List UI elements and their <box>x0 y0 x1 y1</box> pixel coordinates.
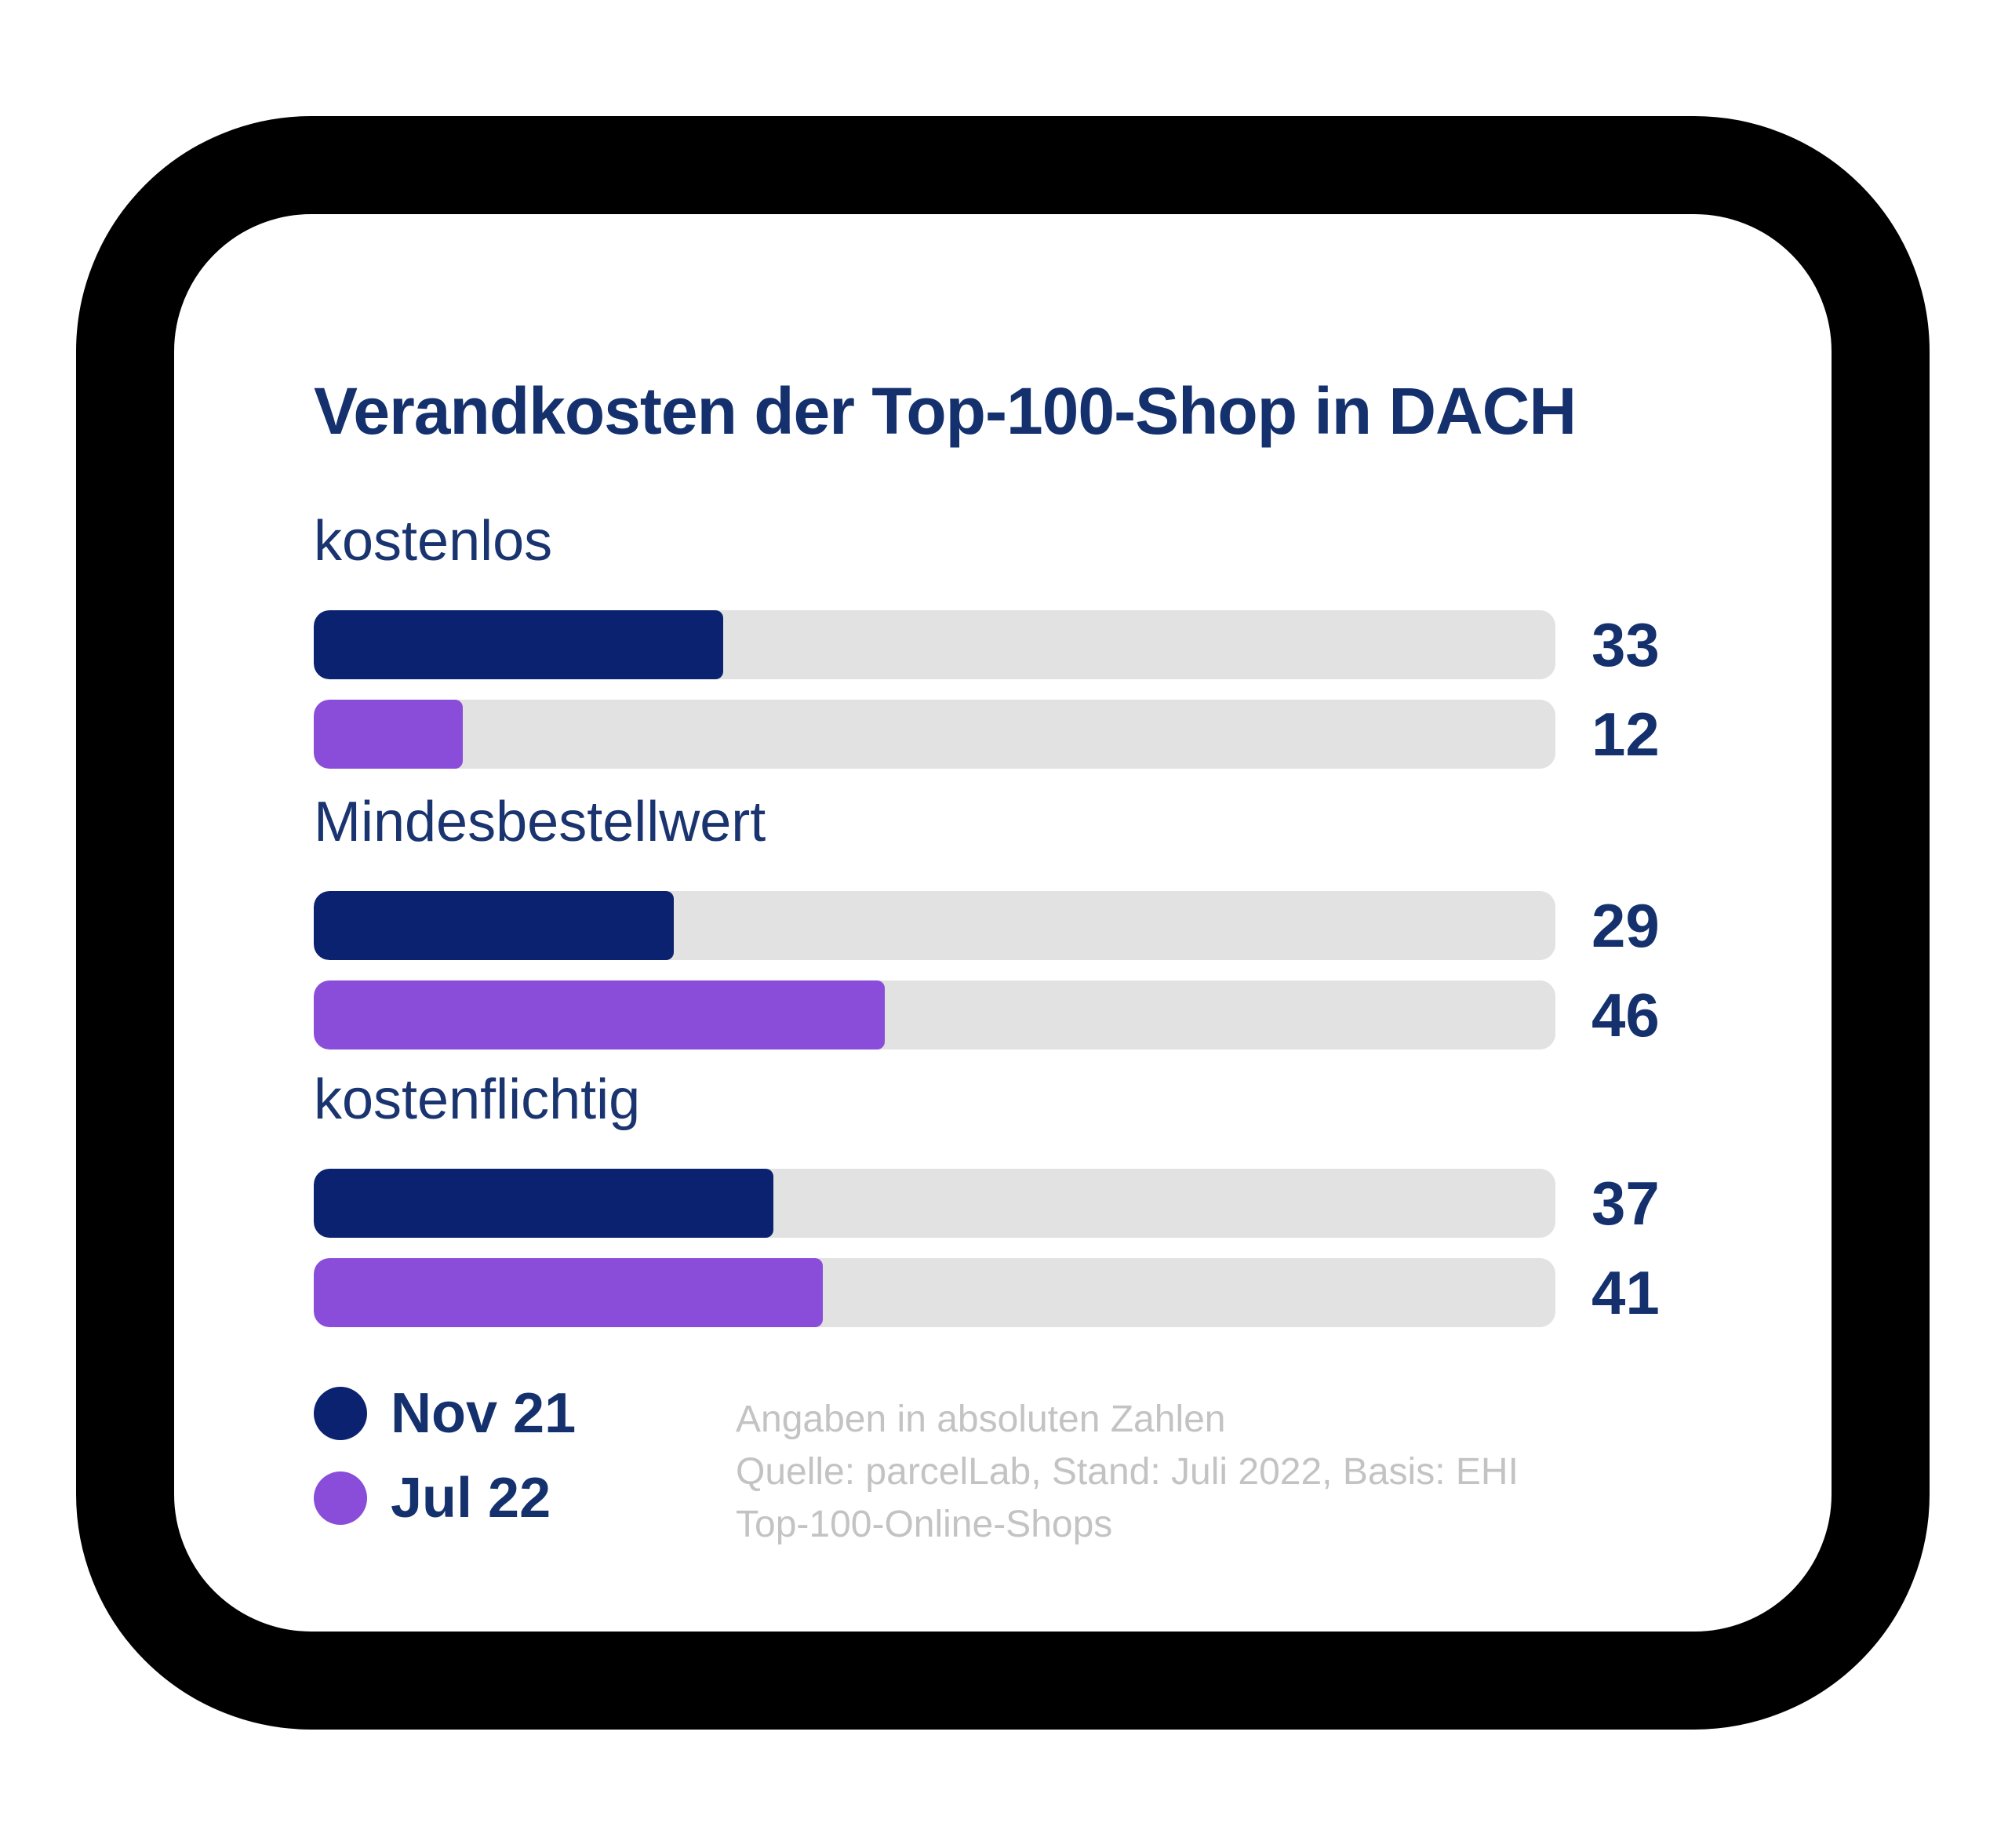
bar-fill-nov21 <box>314 610 724 679</box>
bar-value: 12 <box>1591 700 1660 769</box>
legend-dot-jul22 <box>314 1471 367 1525</box>
chart-group-kostenlos: kostenlos 33 12 <box>314 510 1718 769</box>
bar-value: 41 <box>1591 1258 1660 1327</box>
bar-value: 33 <box>1591 610 1660 679</box>
legend-item-jul22: Jul 22 <box>314 1464 576 1533</box>
chart-group-kostenflichtig: kostenflichtig 37 41 <box>314 1068 1718 1327</box>
bar-row-nov21: 33 <box>314 610 1718 679</box>
bar-row-jul22: 12 <box>314 700 1718 769</box>
footnote-line: Quelle: parcelLab, Stand: Juli 2022, Bas… <box>736 1451 1519 1493</box>
bar-value: 29 <box>1591 891 1660 960</box>
legend-item-nov21: Nov 21 <box>314 1379 576 1448</box>
bar-track <box>314 980 1555 1050</box>
bar-fill-jul22 <box>314 1258 824 1327</box>
bar-track <box>314 610 1555 679</box>
bar-row-jul22: 41 <box>314 1258 1718 1327</box>
bar-value: 46 <box>1591 980 1660 1050</box>
category-label: Mindesbestellwert <box>314 791 766 853</box>
footnote: Angaben in absoluten Zahlen Quelle: parc… <box>736 1393 1716 1551</box>
bar-track <box>314 1169 1555 1238</box>
category-label: kostenflichtig <box>314 1068 641 1131</box>
legend-dot-nov21 <box>314 1387 367 1440</box>
legend-label-jul22: Jul 22 <box>391 1467 551 1530</box>
bar-row-jul22: 46 <box>314 980 1718 1050</box>
bar-row-nov21: 29 <box>314 891 1718 960</box>
footnote-line: Top-100-Online-Shops <box>736 1504 1113 1545</box>
bar-track <box>314 1258 1555 1327</box>
bar-row-nov21: 37 <box>314 1169 1718 1238</box>
bar-fill-nov21 <box>314 891 675 960</box>
footnote-line: Angaben in absoluten Zahlen <box>736 1399 1226 1440</box>
legend: Nov 21 Jul 22 <box>314 1379 576 1533</box>
category-label: kostenlos <box>314 510 553 573</box>
bar-fill-jul22 <box>314 980 886 1050</box>
bar-track <box>314 891 1555 960</box>
bar-value: 37 <box>1591 1169 1660 1238</box>
bar-track <box>314 700 1555 769</box>
chart-group-mindesbestellwert: Mindesbestellwert 29 46 <box>314 791 1718 1050</box>
device-frame <box>76 116 1930 1730</box>
chart-title: Verandkosten der Top-100-Shop in DACH <box>314 374 1577 448</box>
legend-label-nov21: Nov 21 <box>391 1382 577 1445</box>
bar-fill-jul22 <box>314 700 463 769</box>
bar-fill-nov21 <box>314 1169 773 1238</box>
